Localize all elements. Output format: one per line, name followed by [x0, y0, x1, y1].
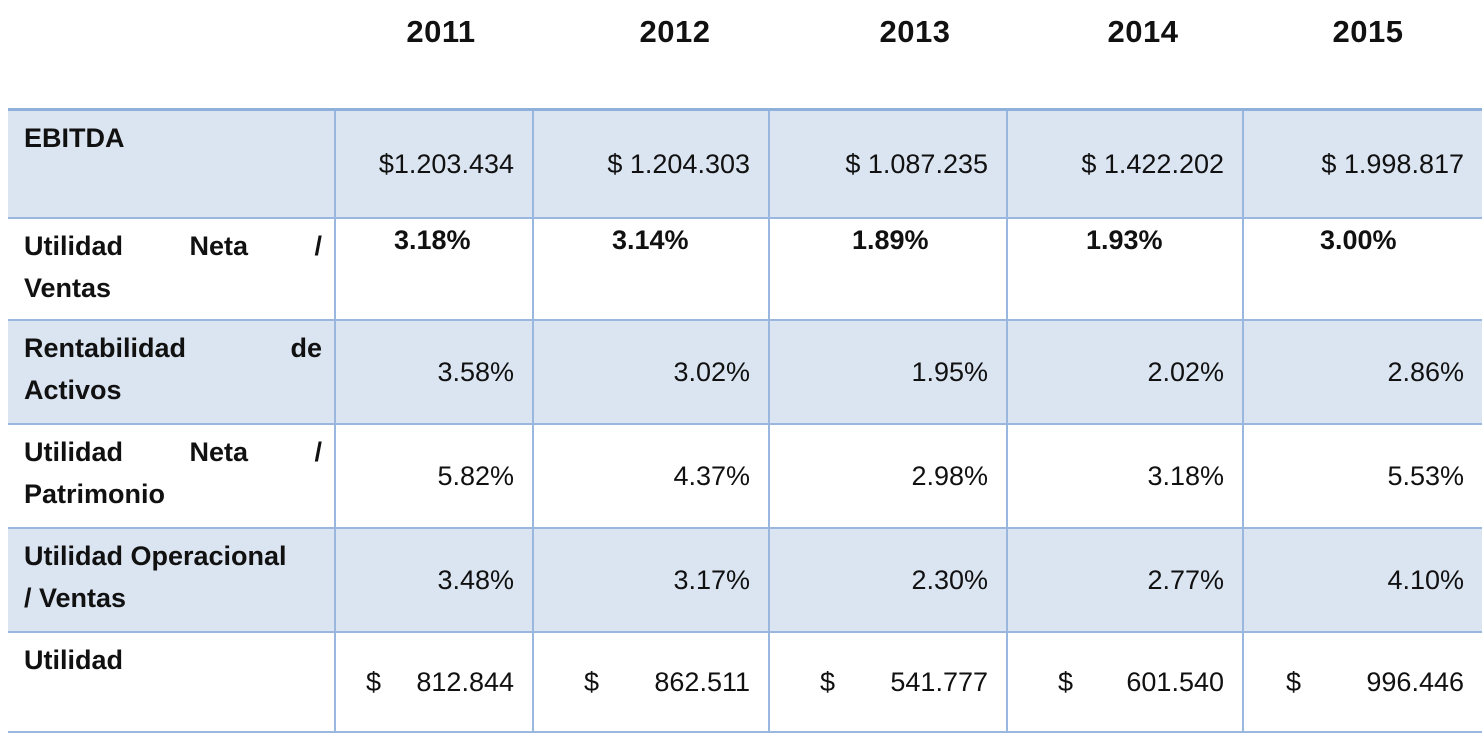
cell-value: 3.18%: [334, 218, 533, 321]
currency-symbol: $: [1286, 666, 1302, 697]
cell-value: $ 1.998.817: [1242, 108, 1482, 219]
year-2012: 2012: [639, 14, 711, 49]
cell-value: 5.53%: [1242, 424, 1482, 529]
table-row-utilidad-operacional-ventas: Utilidad Operacional / Ventas 3.48% 3.17…: [8, 528, 1482, 633]
cell-value: 3.58%: [334, 320, 533, 425]
year-header: 2011 2012 2013 2014 2015: [0, 0, 1482, 80]
currency-symbol: $: [820, 666, 836, 697]
row-label-ebitda: EBITDA: [8, 108, 335, 219]
cell-value: 3.17%: [532, 528, 769, 633]
cell-value: 3.48%: [334, 528, 533, 633]
row-label-utilidad-neta-patrimonio: Utilidad Neta / Patrimonio: [8, 424, 335, 529]
cell-value: 4.37%: [532, 424, 769, 529]
year-2015: 2015: [1332, 14, 1404, 49]
cell-value: 4.10%: [1242, 528, 1482, 633]
row-label-utilidad: Utilidad: [8, 632, 335, 733]
cell-value: 3.14%: [532, 218, 769, 321]
cell-value: $812.844: [334, 632, 533, 733]
cell-value: 2.98%: [768, 424, 1007, 529]
cell-value: $1.203.434: [334, 108, 533, 219]
cell-value: $996.446: [1242, 632, 1482, 733]
cell-value: $862.511: [532, 632, 769, 733]
table-row-rentabilidad-activos: Rentabilidad de Activos 3.58% 3.02% 1.95%…: [8, 320, 1482, 425]
currency-symbol: $: [1058, 666, 1074, 697]
year-2013: 2013: [879, 14, 951, 49]
cell-value: 1.93%: [1006, 218, 1243, 321]
year-2014: 2014: [1107, 14, 1179, 49]
cell-value: $ 1.422.202: [1006, 108, 1243, 219]
currency-symbol: $: [366, 666, 382, 697]
cell-value: $ 1.204.303: [532, 108, 769, 219]
cell-value: 3.02%: [532, 320, 769, 425]
cell-value: 1.89%: [768, 218, 1007, 321]
cell-value: 2.02%: [1006, 320, 1243, 425]
cell-value: 3.00%: [1242, 218, 1482, 321]
table-row-ebitda: EBITDA $1.203.434 $ 1.204.303 $ 1.087.23…: [8, 108, 1482, 219]
cell-value: $541.777: [768, 632, 1007, 733]
row-label-utilidad-neta-ventas: Utilidad Neta / Ventas: [8, 218, 335, 321]
table-row-utilidad: Utilidad $812.844 $862.511 $541.777 $601…: [8, 632, 1482, 733]
cell-value: 5.82%: [334, 424, 533, 529]
table-row-utilidad-neta-patrimonio: Utilidad Neta / Patrimonio 5.82% 4.37% 2.9…: [8, 424, 1482, 529]
cell-value: 2.86%: [1242, 320, 1482, 425]
financial-indicators-table: EBITDA $1.203.434 $ 1.204.303 $ 1.087.23…: [8, 108, 1482, 733]
cell-value: $601.540: [1006, 632, 1243, 733]
cell-value: 2.77%: [1006, 528, 1243, 633]
row-label-rentabilidad-activos: Rentabilidad de Activos: [8, 320, 335, 425]
cell-value: 2.30%: [768, 528, 1007, 633]
cell-value: $ 1.087.235: [768, 108, 1007, 219]
year-2011: 2011: [406, 14, 476, 49]
cell-value: 1.95%: [768, 320, 1007, 425]
row-label-utilidad-operacional-ventas: Utilidad Operacional / Ventas: [8, 528, 335, 633]
cell-value: 3.18%: [1006, 424, 1243, 529]
currency-symbol: $: [584, 666, 600, 697]
table-row-utilidad-neta-ventas: Utilidad Neta / Ventas 3.18% 3.14% 1.89% 1…: [8, 218, 1482, 321]
